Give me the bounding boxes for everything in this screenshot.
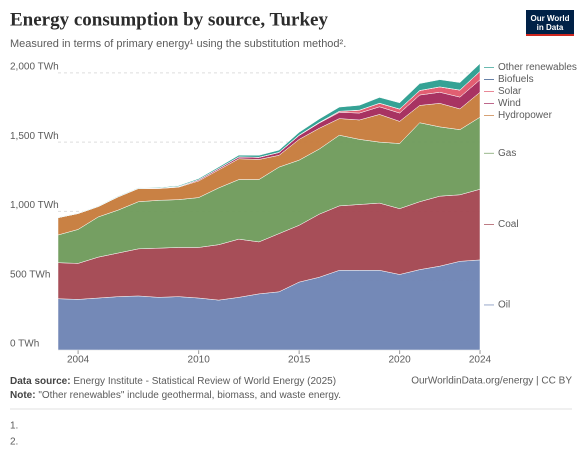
legend-label: Gas bbox=[498, 148, 516, 159]
plot: 0 TWh 500 TWh 1,000 TWh 1,500 TWh 2,000 TWh 2… bbox=[10, 61, 577, 365]
legend-label: Wind bbox=[498, 98, 521, 109]
area bbox=[57, 62, 481, 218]
source-text: Energy Institute - Statistical Review of… bbox=[73, 376, 336, 387]
x-tick-label: 2010 bbox=[188, 355, 211, 366]
note-text: "Other renewables" include geothermal, b… bbox=[38, 390, 341, 401]
legend-label: Hydropower bbox=[498, 110, 553, 121]
logo-text: Our World in Data bbox=[530, 14, 570, 32]
chart-title: Energy consumption by source, Turkey bbox=[10, 9, 328, 30]
legend-label: Solar bbox=[498, 86, 522, 97]
logo-box bbox=[526, 10, 574, 36]
y-tick-label: 2,000 TWh bbox=[10, 61, 59, 72]
note: Note: "Other renewables" include geother… bbox=[10, 390, 341, 401]
logo-bar bbox=[526, 34, 574, 36]
x-tick-label: 2015 bbox=[288, 355, 311, 366]
legend-label: Biofuels bbox=[498, 74, 534, 85]
footnote: 2. bbox=[10, 437, 18, 448]
y-tick-label: 0 TWh bbox=[10, 339, 39, 350]
footnote: 1. bbox=[10, 421, 18, 432]
x-tick-label: 2024 bbox=[469, 355, 492, 366]
y-tick-label: 1,000 TWh bbox=[10, 200, 59, 211]
y-tick-label: 1,500 TWh bbox=[10, 131, 59, 142]
subtitle: Measured in terms of primary energy¹ usi… bbox=[10, 38, 346, 50]
note-label: Note: bbox=[10, 390, 36, 401]
x-tick-label: 2020 bbox=[388, 355, 411, 366]
legend-label: Coal bbox=[498, 219, 519, 230]
source-label: Data source: bbox=[10, 376, 71, 387]
logo: Our World in Data bbox=[530, 14, 570, 32]
x-tick-label: 2004 bbox=[67, 355, 90, 366]
legend-label: Oil bbox=[498, 300, 510, 311]
url: OurWorldinData.org/energy | CC BY bbox=[411, 376, 572, 387]
source: Data source: Energy Institute - Statisti… bbox=[10, 376, 336, 387]
legend-label: Other renewables bbox=[498, 62, 577, 73]
y-tick-label: 500 TWh bbox=[10, 269, 50, 280]
